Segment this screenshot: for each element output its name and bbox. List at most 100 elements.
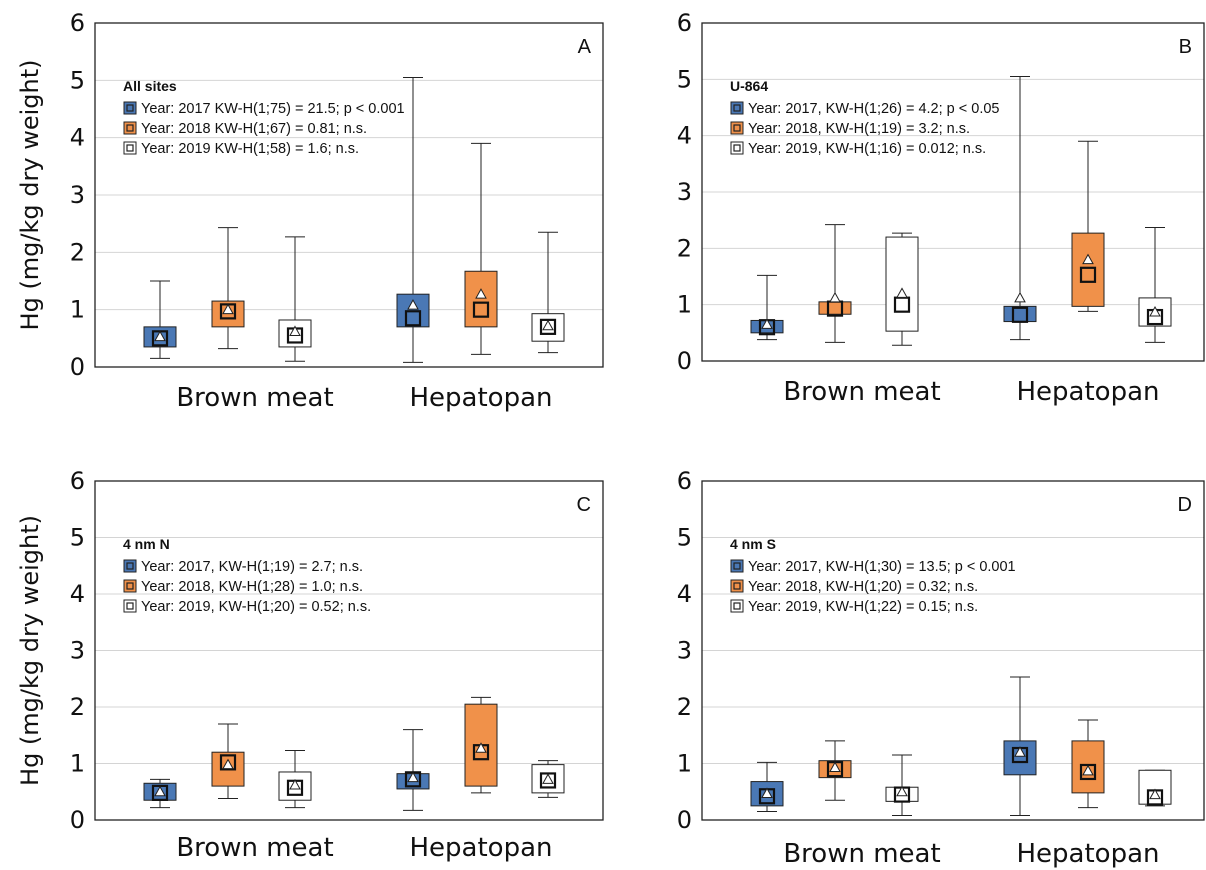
y-tick-label: 6: [70, 467, 85, 495]
legend-median-marker: [126, 602, 134, 610]
legend-entry-2019: Year: 2019, KW-H(1;16) = 0.012; n.s.: [748, 141, 986, 157]
box-iqr: [1071, 232, 1105, 307]
legend-swatch-2018: [123, 579, 137, 593]
mean-marker: [1082, 764, 1094, 776]
y-tick-label: 6: [70, 9, 85, 37]
legend-title: All sites: [123, 78, 177, 94]
box-2018-hepatopan: [464, 142, 498, 355]
legend-swatch-2019: [730, 599, 744, 613]
mean-marker: [829, 291, 841, 303]
y-tick-label: 4: [677, 580, 692, 608]
y-tick-label: 3: [677, 637, 692, 665]
legend-entry-2019: Year: 2019, KW-H(1;20) = 0.52; n.s.: [141, 599, 371, 615]
legend-entry-2017: Year: 2017, KW-H(1;26) = 4.2; p < 0.05: [748, 101, 1000, 117]
mean-marker: [154, 785, 166, 797]
legend-title: U-864: [730, 78, 768, 94]
box-2018-brown-meat: [818, 740, 852, 801]
y-tick-label: 1: [70, 296, 85, 324]
box-2017-hepatopan: [396, 76, 430, 363]
mean-marker: [289, 325, 301, 336]
legend-median-marker: [126, 562, 134, 570]
mean-marker: [222, 758, 234, 770]
legend-entry-2018: Year: 2018, KW-H(1;20) = 0.32; n.s.: [748, 579, 978, 595]
legend-swatch-2019: [730, 141, 744, 155]
mean-marker: [1149, 305, 1161, 317]
y-tick-label: 3: [70, 181, 85, 209]
box-2017-brown-meat: [750, 761, 784, 813]
x-category-label: Hepatopan: [410, 383, 553, 413]
plot-frame: [94, 480, 604, 821]
legend-median-marker: [126, 104, 134, 112]
x-category-label: Hepatopan: [1017, 377, 1160, 407]
box-2018-hepatopan: [464, 696, 498, 794]
box-2018-hepatopan: [1071, 719, 1105, 809]
box-2017-brown-meat: [143, 280, 177, 359]
panel-letter: A: [578, 36, 592, 58]
mean-marker: [829, 761, 841, 772]
mean-marker: [761, 318, 773, 329]
x-category-label: Brown meat: [176, 833, 333, 863]
y-tick-label: 6: [677, 467, 692, 495]
legend-median-marker: [733, 124, 741, 132]
legend-median-marker: [733, 582, 741, 590]
y-tick-label: 0: [677, 806, 692, 834]
y-tick-label: 2: [70, 693, 85, 721]
box-2019-hepatopan: [1138, 226, 1172, 343]
mean-marker: [1014, 746, 1026, 757]
mean-marker: [1149, 788, 1161, 800]
box-2017-brown-meat: [143, 778, 177, 809]
panel-letter: B: [1179, 36, 1192, 58]
legend-title: 4 nm S: [730, 536, 776, 552]
legend-median-marker: [733, 104, 741, 112]
y-tick-label: 6: [677, 9, 692, 37]
mean-marker: [542, 319, 554, 331]
box-iqr: [885, 236, 919, 332]
y-axis-title: Hg (mg/kg dry weight): [16, 515, 44, 786]
y-tick-label: 5: [677, 65, 692, 93]
median-marker: [1011, 306, 1029, 323]
x-category-label: Hepatopan: [1017, 839, 1160, 869]
legend-swatch-2019: [123, 141, 137, 155]
y-tick-label: 5: [70, 524, 85, 552]
box-2019-brown-meat: [885, 754, 919, 816]
mean-marker: [1014, 291, 1026, 303]
legend-median-marker: [126, 124, 134, 132]
x-category-label: Hepatopan: [410, 833, 553, 863]
y-tick-label: 2: [70, 238, 85, 266]
y-tick-label: 2: [677, 693, 692, 721]
y-tick-label: 0: [70, 353, 85, 381]
legend-swatch-2017: [123, 101, 137, 115]
box-iqr: [1138, 769, 1172, 805]
box-2017-hepatopan: [396, 729, 430, 811]
legend-swatch-2018: [730, 579, 744, 593]
y-tick-label: 5: [677, 524, 692, 552]
mean-marker: [407, 299, 419, 310]
mean-marker: [896, 287, 908, 298]
legend-swatch-2019: [123, 599, 137, 613]
median-marker: [219, 754, 237, 771]
chart-panel-c: 0 1 2 3 4 5 6 C 4 nm N Year: 2017, KW-H(1;19) = 2…: [16, 467, 604, 863]
box-2017-brown-meat: [750, 274, 784, 341]
box-2019-brown-meat: [278, 236, 312, 362]
box-2019-brown-meat: [885, 232, 919, 346]
chart-panel-d: 0 1 2 3 4 5 6 D 4 nm S Year: 2017, KW-H(1;30) = 1…: [677, 467, 1205, 869]
x-category-label: Brown meat: [783, 377, 940, 407]
mean-marker: [542, 773, 554, 784]
x-category-label: Brown meat: [176, 383, 333, 413]
y-tick-label: 2: [677, 234, 692, 262]
median-marker: [404, 310, 422, 327]
box-2019-hepatopan: [531, 231, 565, 354]
y-tick-label: 5: [70, 66, 85, 94]
legend-entry-2017: Year: 2017, KW-H(1;19) = 2.7; n.s.: [141, 559, 363, 575]
legend-swatch-2018: [123, 121, 137, 135]
y-tick-label: 1: [677, 750, 692, 778]
y-tick-label: 1: [677, 291, 692, 319]
legend-entry-2019: Year: 2019, KW-H(1;22) = 0.15; n.s.: [748, 599, 978, 615]
plot-frame: [701, 22, 1205, 362]
legend-entry-2019: Year: 2019 KW-H(1;58) = 1.6; n.s.: [141, 141, 359, 157]
x-category-label: Brown meat: [783, 839, 940, 869]
legend-entry-2018: Year: 2018, KW-H(1;19) = 3.2; n.s.: [748, 121, 970, 137]
legend-median-marker: [733, 562, 741, 570]
legend-swatch-2017: [730, 559, 744, 573]
